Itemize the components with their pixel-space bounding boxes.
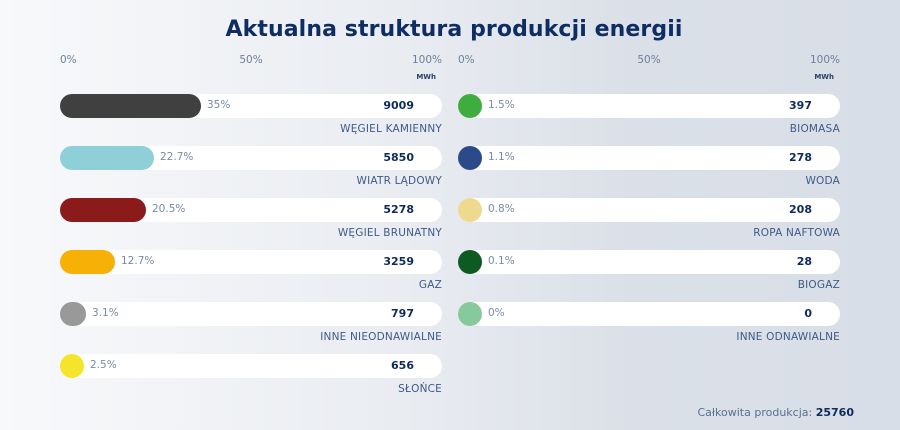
bar-fill [60,354,84,378]
bar-fill [60,250,115,274]
bar-fill [458,94,482,118]
axis-right: 0% 50% 100% MWh [458,54,840,84]
total-value: 25760 [815,406,854,419]
axis-tick-50: 50% [239,54,263,66]
bar-fill [60,198,146,222]
bar-track [60,250,442,274]
bar-percent: 0% [488,307,505,319]
bar-label: WĘGIEL BRUNATNY [337,227,442,239]
total-production: Całkowita produkcja: 25760 [697,406,854,419]
bar-row: 0.8% 208 ROPA NAFTOWA [458,198,840,250]
chart-title: Aktualna struktura produkcji energii [225,17,683,42]
bar-row: 2.5% 656 SŁOŃCE [60,354,442,406]
bar-row: 22.7% 5850 WIATR LĄDOWY [60,146,442,198]
bar-track [458,146,840,170]
bar-row: 20.5% 5278 WĘGIEL BRUNATNY [60,198,442,250]
bar-track [458,250,840,274]
bar-track [458,198,840,222]
total-label: Całkowita produkcja: [697,406,813,419]
bar-percent: 3.1% [92,307,119,319]
bar-row: 12.7% 3259 GAZ [60,250,442,302]
axis-tick-0: 0% [60,54,77,66]
bar-label: WIATR LĄDOWY [356,175,442,187]
bar-value: 397 [789,99,812,112]
axis-tick-0: 0% [458,54,475,66]
bar-value: 797 [391,307,414,320]
bar-value: 278 [789,151,812,164]
bar-label: BIOMASA [789,123,840,135]
axis-tick-100: 100% [411,54,442,66]
bar-row: 0.1% 28 BIOGAZ [458,250,840,302]
bar-value: 28 [796,255,812,268]
bar-percent: 20.5% [152,203,186,215]
bar-fill [60,302,86,326]
bar-percent: 12.7% [121,255,155,267]
bar-label: SŁOŃCE [398,383,442,395]
bar-value: 5850 [383,151,414,164]
bar-value: 208 [789,203,812,216]
bar-row: 0% 0 INNE ODNAWIALNE [458,302,840,354]
bar-percent: 2.5% [90,359,117,371]
axis-unit: MWh [416,73,436,81]
bar-percent: 35% [207,99,231,111]
bar-label: WĘGIEL KAMIENNY [340,123,442,135]
bar-label: GAZ [418,279,442,291]
bar-fill [60,94,201,118]
bar-fill [60,146,154,170]
axis-tick-50: 50% [637,54,661,66]
bar-track [60,302,442,326]
bar-label: BIOGAZ [797,279,840,291]
bar-track [458,94,840,118]
bar-percent: 1.5% [488,99,515,111]
bar-value: 3259 [383,255,414,268]
bar-track [60,354,442,378]
bar-value: 9009 [383,99,414,112]
bar-fill [458,250,482,274]
bar-fill [458,146,482,170]
bars-left-column: 35% 9009 WĘGIEL KAMIENNY 22.7% 5850 WIATR LĄD… [60,94,442,406]
bar-value: 656 [391,359,414,372]
axis-left: 0% 50% 100% MWh [60,54,442,84]
bar-value: 0 [804,307,812,320]
bars-right-column: 1.5% 397 BIOMASA 1.1% 278 WODA 0.8% 208 ROPA NAF… [458,94,840,354]
bar-row: 3.1% 797 INNE NIEODNAWIALNE [60,302,442,354]
bar-percent: 22.7% [160,151,194,163]
bar-fill [458,198,482,222]
axis-tick-100: 100% [809,54,840,66]
bar-percent: 1.1% [488,151,515,163]
axis-unit: MWh [814,73,834,81]
bar-label: WODA [805,175,840,187]
bar-label: INNE ODNAWIALNE [736,331,840,343]
bar-row: 1.1% 278 WODA [458,146,840,198]
bar-label: ROPA NAFTOWA [753,227,840,239]
bar-percent: 0.1% [488,255,515,267]
bar-fill [458,302,482,326]
bar-label: INNE NIEODNAWIALNE [320,331,442,343]
bar-percent: 0.8% [488,203,515,215]
bar-row: 35% 9009 WĘGIEL KAMIENNY [60,94,442,146]
bar-row: 1.5% 397 BIOMASA [458,94,840,146]
bar-track [458,302,840,326]
bar-value: 5278 [383,203,414,216]
